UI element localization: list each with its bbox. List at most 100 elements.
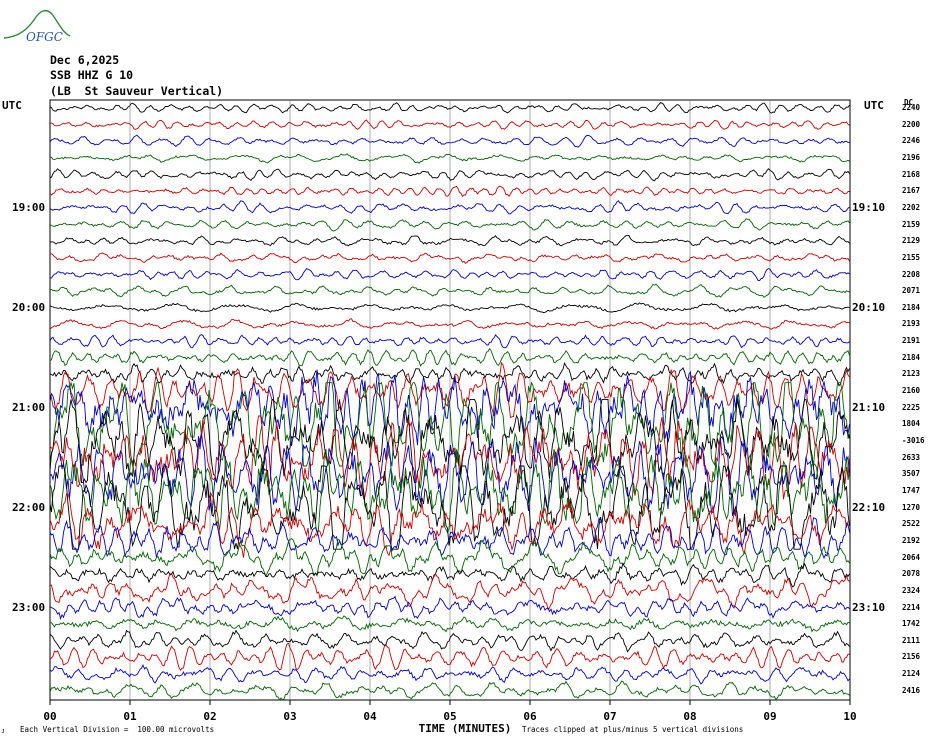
- dc-offset-label: 2192: [902, 535, 921, 545]
- right-hour-label: 20:10: [852, 300, 886, 314]
- trace-line: [49, 629, 850, 653]
- dc-offset-label: 2200: [902, 119, 921, 129]
- x-tick-label: 00: [43, 710, 57, 723]
- x-tick-label: 03: [283, 710, 297, 723]
- dc-offset-label: 3507: [902, 469, 921, 479]
- dc-offset-label: 2196: [902, 152, 921, 162]
- trace-line: [49, 680, 850, 701]
- dc-offset-label: 2111: [902, 635, 921, 645]
- right-utc-label: UTC: [864, 99, 884, 112]
- footer-scale-note: Each Vertical Division = 100.00 microvol…: [20, 725, 215, 734]
- trace-line: [49, 200, 850, 215]
- left-hour-label: 21:00: [12, 400, 46, 414]
- dc-offset-label: 2129: [902, 236, 921, 246]
- left-hour-label: 22:00: [12, 500, 46, 514]
- dc-offset-label: 1747: [902, 485, 921, 495]
- x-tick-label: 01: [123, 710, 137, 723]
- trace-line: [49, 153, 850, 164]
- scale-mark: ᴊ: [1, 727, 6, 735]
- trace-line: [49, 361, 850, 419]
- dc-offset-label: 2416: [902, 685, 921, 695]
- trace-line: [49, 102, 850, 114]
- x-tick-label: 09: [763, 710, 777, 723]
- dc-offset-label: 2078: [902, 569, 921, 579]
- x-tick-label: 02: [203, 710, 217, 723]
- x-tick-label: 04: [363, 710, 377, 723]
- x-tick-label: 06: [523, 710, 537, 723]
- trace-line: [49, 572, 850, 611]
- dc-offset-label: 2184: [902, 302, 921, 312]
- trace-line: [49, 516, 850, 560]
- trace-line: [49, 168, 850, 182]
- trace-line: [49, 464, 850, 550]
- trace-line: [49, 234, 850, 247]
- x-tick-label: 08: [683, 710, 697, 723]
- trace-line: [49, 615, 850, 633]
- dc-offset-label: 2159: [902, 219, 921, 229]
- trace-line: [49, 538, 850, 578]
- x-tick-label: 05: [443, 710, 457, 723]
- dc-offset-label: 2156: [902, 652, 921, 662]
- dc-offset-label: 2633: [902, 452, 921, 462]
- dc-offset-label: 2208: [902, 269, 921, 279]
- trace-line: [49, 252, 850, 265]
- dc-offset-label: 2167: [902, 186, 921, 196]
- dc-offset-label: 2240: [902, 103, 921, 112]
- trace-line: [49, 334, 850, 349]
- trace-line: [49, 398, 850, 484]
- trace-line: [50, 268, 850, 282]
- dc-offset-label: 2246: [902, 136, 921, 146]
- dc-offset-label: 2160: [902, 386, 921, 396]
- dc-offset-label: 2168: [902, 169, 921, 179]
- trace-line: [49, 318, 850, 330]
- dc-header: DC: [904, 98, 914, 107]
- left-hour-label: 20:00: [12, 300, 46, 314]
- left-utc-label: UTC: [2, 99, 22, 112]
- trace-line: [49, 595, 850, 621]
- trace-line: [49, 218, 850, 232]
- trace-line: [49, 642, 850, 672]
- trace-line: [49, 562, 850, 588]
- dc-offset-label: 2202: [902, 202, 921, 212]
- dc-offset-label: 1804: [902, 419, 921, 429]
- right-hour-label: 21:10: [852, 400, 886, 414]
- x-tick-label: 10: [843, 710, 857, 723]
- ofgc-logo: OFGC: [3, 9, 71, 44]
- left-hour-label: 23:00: [12, 600, 46, 614]
- trace-line: [49, 491, 850, 558]
- footer-clip-note: Traces clipped at plus/minus 5 vertical …: [522, 725, 744, 734]
- x-axis-title: TIME (MINUTES): [418, 722, 512, 735]
- trace-line: [49, 663, 850, 685]
- trace-line: [49, 348, 850, 368]
- dc-offset-label: 2064: [902, 552, 921, 562]
- trace-line: [49, 433, 850, 517]
- dc-offset-label: 1270: [902, 502, 921, 512]
- dc-offset-label: 2155: [902, 252, 921, 262]
- dc-offset-label: 2324: [902, 585, 921, 595]
- trace-line: [49, 302, 850, 313]
- dc-offset-label: 2191: [902, 336, 921, 346]
- dc-offset-label: 2123: [902, 369, 921, 379]
- right-hour-label: 23:10: [852, 600, 886, 614]
- date-label: Dec 6,2025: [50, 53, 120, 67]
- dc-offset-label: 2124: [902, 669, 921, 679]
- trace-line: [49, 185, 850, 198]
- dc-offset-label: 2214: [902, 602, 921, 612]
- left-hour-label: 19:00: [12, 200, 46, 214]
- dc-offset-label: 1742: [902, 619, 921, 629]
- dc-offset-label: 2193: [902, 319, 921, 329]
- trace-line: [49, 449, 850, 535]
- trace-line: [49, 119, 850, 130]
- dc-offset-label: 2184: [902, 352, 921, 362]
- right-hour-label: 22:10: [852, 500, 886, 514]
- x-tick-label: 07: [603, 710, 617, 723]
- station-label: SSB HHZ G 10: [50, 68, 134, 82]
- dc-offset-label: 2225: [902, 402, 921, 412]
- trace-line: [49, 134, 850, 148]
- dc-offset-label: -3016: [902, 436, 925, 445]
- trace-line: [49, 380, 850, 467]
- dc-offset-label: 2071: [902, 286, 921, 296]
- trace-line: [49, 362, 850, 387]
- location-label: (LB St Sauveur Vertical): [50, 84, 224, 98]
